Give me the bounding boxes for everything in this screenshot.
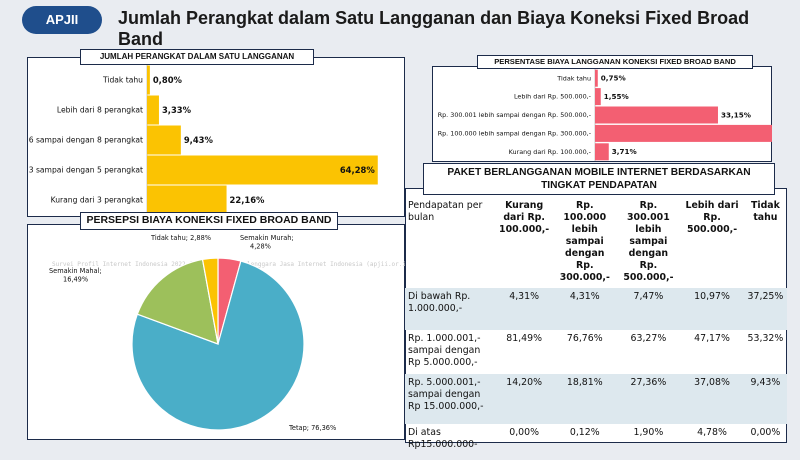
table-row: Rp. 1.000.001,- sampai dengan Rp 5.000.0… — [405, 330, 787, 374]
slice-label: Tetap; 76,36% — [288, 424, 336, 432]
slice-label: Semakin Mahal; 16,49% — [49, 267, 102, 284]
category-label: Tidak tahu — [102, 76, 143, 85]
table-cell: 0,00% — [750, 427, 781, 438]
table-cell: 63,27% — [630, 333, 667, 344]
perception-pie-chart: Semakin Murah; 4,28% Tetap; 76,36% Semakin … — [49, 234, 336, 432]
table-cell: 47,17% — [694, 333, 730, 344]
table-cell: Di bawah Rp. 1.000.000,- — [405, 288, 496, 330]
bar — [147, 65, 150, 95]
pie-slice — [136, 258, 219, 345]
table-cell: 1,90% — [633, 427, 664, 438]
table-cell: Di atas Rp15.000.000- — [408, 427, 478, 450]
table-cell: 76,76% — [566, 333, 603, 344]
category-label: Rp. 100.000 lebih sampai dengan Rp. 300.… — [438, 130, 591, 138]
col-header-over-500k: Lebih dari Rp. 500.000,- — [685, 200, 739, 235]
data-label: 1,55% — [604, 92, 629, 101]
pie-slice — [201, 257, 219, 345]
category-label: Rp. 300.001 lebih sampai dengan Rp. 500.… — [438, 111, 591, 119]
bar — [147, 125, 181, 155]
pie-slice — [131, 260, 305, 431]
apjii-logo: APJII — [22, 6, 102, 34]
data-label: 64,28% — [340, 165, 375, 175]
bar — [595, 143, 609, 161]
category-label: Lebih dari 8 perangkat — [57, 106, 143, 115]
col-header-unknown: Tidak tahu — [750, 200, 780, 223]
table-row: Di bawah Rp. 1.000.000,- 4,31% 4,31% 7,4… — [405, 288, 787, 330]
bar — [595, 88, 601, 106]
perception-chart-title: PERSEPSI BIAYA KONEKSI FIXED BROAD BAND — [80, 212, 338, 230]
bar — [147, 155, 378, 185]
category-label: 6 sampai dengan 8 perangkat — [29, 136, 143, 145]
table-cell: 53,32% — [747, 333, 784, 344]
slice-label: Tidak tahu; 2,88% — [150, 234, 211, 242]
slice-label: Semakin Murah; 4,28% — [240, 234, 294, 251]
table-header-row: Pendapatan per bulan Kurang dari Rp. 100… — [405, 196, 787, 288]
col-header-under-100k: Kurang dari Rp. 100.000,- — [499, 200, 550, 235]
col-header-100k-300k: Rp. 100.000 lebih sampai dengan Rp. 300.… — [559, 200, 610, 283]
bar — [595, 124, 772, 142]
data-label: 9,43% — [184, 135, 214, 145]
table-cell: 0,12% — [569, 427, 600, 438]
page-title: Jumlah Perangkat dalam Satu Langganan da… — [118, 8, 750, 49]
table-cell: Rp. 5.000.001,- sampai dengan Rp 15.000.… — [405, 374, 496, 424]
table-cell: 18,81% — [552, 374, 617, 424]
cost-bar-chart: Tidak tahu 0,75% Lebih dari Rp. 500.000,- 1… — [438, 69, 772, 161]
category-label: Lebih dari Rp. 500.000,- — [514, 93, 591, 101]
table-cell: 7,47% — [616, 288, 681, 330]
table-cell: 4,31% — [495, 288, 553, 330]
data-label: 0,80% — [153, 75, 183, 85]
data-label: 22,16% — [230, 195, 265, 205]
data-label: 33,15% — [721, 110, 751, 119]
bar — [595, 69, 598, 87]
col-header-300k-500k: Rp. 300.001 lebih sampai dengan Rp. 500.… — [623, 200, 674, 283]
table-cell: 14,20% — [495, 374, 553, 424]
table-cell: 81,49% — [506, 333, 542, 344]
data-label: 0,75% — [601, 74, 626, 83]
cost-chart-title: PERSENTASE BIAYA LANGGANAN KONEKSI FIXED… — [477, 55, 753, 69]
category-label: 3 sampai dengan 5 perangkat — [29, 166, 143, 175]
category-label: Kurang dari Rp. 100.000,- — [509, 148, 591, 156]
category-label: Tidak tahu — [556, 74, 591, 82]
table-cell: Rp. 1.000.001,- sampai dengan Rp 5.000.0… — [408, 333, 481, 368]
table-cell: 9,43% — [743, 374, 787, 424]
table-row: Di atas Rp15.000.000- 0,00% 0,12% 1,90% … — [405, 424, 787, 460]
table-cell: 37,25% — [743, 288, 787, 330]
col-header-income: Pendapatan per bulan — [408, 200, 483, 223]
data-label: 3,33% — [162, 105, 192, 115]
bar — [595, 106, 718, 124]
data-label: 3,71% — [612, 147, 637, 156]
income-table: Pendapatan per bulan Kurang dari Rp. 100… — [405, 196, 787, 460]
table-cell: 27,36% — [616, 374, 681, 424]
table-cell: 4,31% — [552, 288, 617, 330]
devices-bar-chart: Tidak tahu 0,80% Lebih dari 8 perangkat 3,3… — [29, 65, 378, 215]
table-cell: 0,00% — [509, 427, 540, 438]
table-cell: 37,08% — [680, 374, 744, 424]
bar — [147, 185, 227, 215]
income-table-title: PAKET BERLANGGANAN MOBILE INTERNET BERDA… — [423, 163, 775, 195]
devices-chart-title: JUMLAH PERANGKAT DALAM SATU LANGGANAN — [80, 49, 314, 65]
table-row: Rp. 5.000.001,- sampai dengan Rp 15.000.… — [405, 374, 787, 424]
category-label: Kurang dari 3 perangkat — [51, 196, 143, 205]
table-cell: 10,97% — [680, 288, 744, 330]
table-cell: 4,78% — [697, 427, 727, 438]
bar — [147, 95, 159, 125]
